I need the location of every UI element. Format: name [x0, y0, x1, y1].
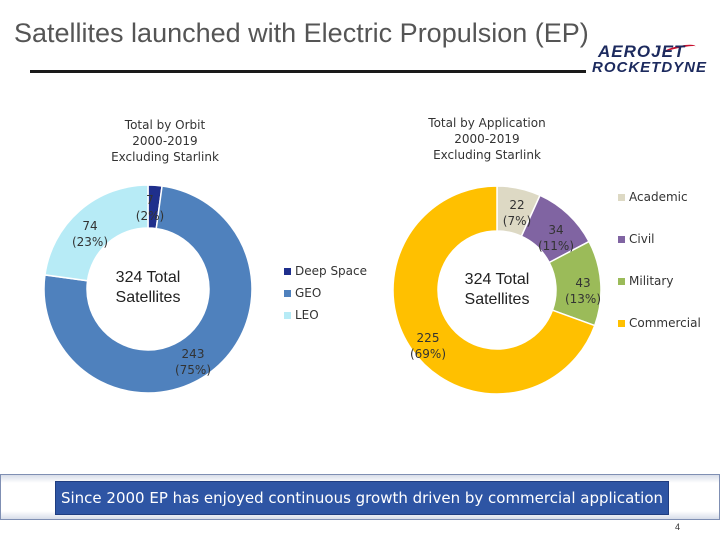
orbit-data-label: 74 (23%) — [72, 219, 108, 249]
orbit-slice-leo — [44, 184, 149, 282]
title-divider — [30, 70, 586, 73]
application-slice-commercial — [392, 185, 596, 395]
orbit-data-label: 243 (75%) — [175, 347, 211, 377]
orbit-legend-swatch — [284, 268, 291, 275]
orbit-legend-swatch — [284, 290, 291, 297]
application-legend-label: Civil — [629, 232, 654, 246]
orbit-slice-geo — [43, 185, 253, 394]
page-number: 4 — [674, 522, 680, 532]
application-subtitle-line: Excluding Starlink — [433, 148, 541, 162]
logo-line-2: ROCKETDYNE — [592, 59, 708, 76]
orbit-donut-chart: 7 (2%) 243 (75%) 74 (23%) 324 Total Satellites D… — [43, 184, 367, 394]
application-subtitle-line: 2000-2019 — [454, 132, 520, 146]
orbit-legend-swatch — [284, 312, 291, 319]
logo-line-1: AEROJET — [598, 42, 686, 61]
orbit-subtitle-line: 2000-2019 — [132, 134, 198, 148]
aerojet-rocketdyne-logo: AEROJET ROCKETDYNE — [592, 42, 708, 78]
orbit-legend-label: LEO — [295, 308, 319, 322]
orbit-subtitle-line: Excluding Starlink — [111, 150, 219, 164]
page-title: Satellites launched with Electric Propul… — [14, 18, 589, 48]
charts-canvas: 7 (2%) 243 (75%) 74 (23%) 324 Total Satellites D… — [43, 184, 701, 395]
application-legend-label: Commercial — [629, 316, 701, 330]
application-chart-subtitle: Total by Application 2000-2019 Excluding… — [402, 115, 572, 163]
orbit-subtitle-line: Total by Orbit — [124, 118, 206, 132]
application-legend-swatch — [618, 236, 625, 243]
application-legend-swatch — [618, 194, 625, 201]
application-center-label: 324 Total Satellites — [465, 271, 530, 308]
application-data-label: 43 (13%) — [565, 276, 601, 306]
application-subtitle-line: Total by Application — [428, 116, 546, 130]
orbit-center-label: 324 Total Satellites — [116, 269, 181, 306]
application-legend-label: Academic — [629, 190, 688, 204]
orbit-chart-subtitle: Total by Orbit 2000-2019 Excluding Starl… — [80, 117, 250, 165]
application-legend-label: Military — [629, 274, 673, 288]
application-data-label: 225 (69%) — [410, 331, 446, 361]
application-data-label: 22 (7%) — [503, 198, 531, 228]
application-donut-chart: 22 (7%)34 (11%) 43 (13%) 225 (69%) 324 Total Sat… — [392, 185, 701, 395]
application-legend-swatch — [618, 278, 625, 285]
application-data-label: 34 (11%) — [538, 223, 574, 253]
summary-banner: Since 2000 EP has enjoyed continuous gro… — [0, 474, 720, 520]
summary-banner-text: Since 2000 EP has enjoyed continuous gro… — [55, 481, 669, 515]
application-legend-swatch — [618, 320, 625, 327]
orbit-data-label: 7 (2%) — [136, 193, 164, 223]
orbit-legend-label: GEO — [295, 286, 321, 300]
orbit-legend-label: Deep Space — [295, 264, 367, 278]
